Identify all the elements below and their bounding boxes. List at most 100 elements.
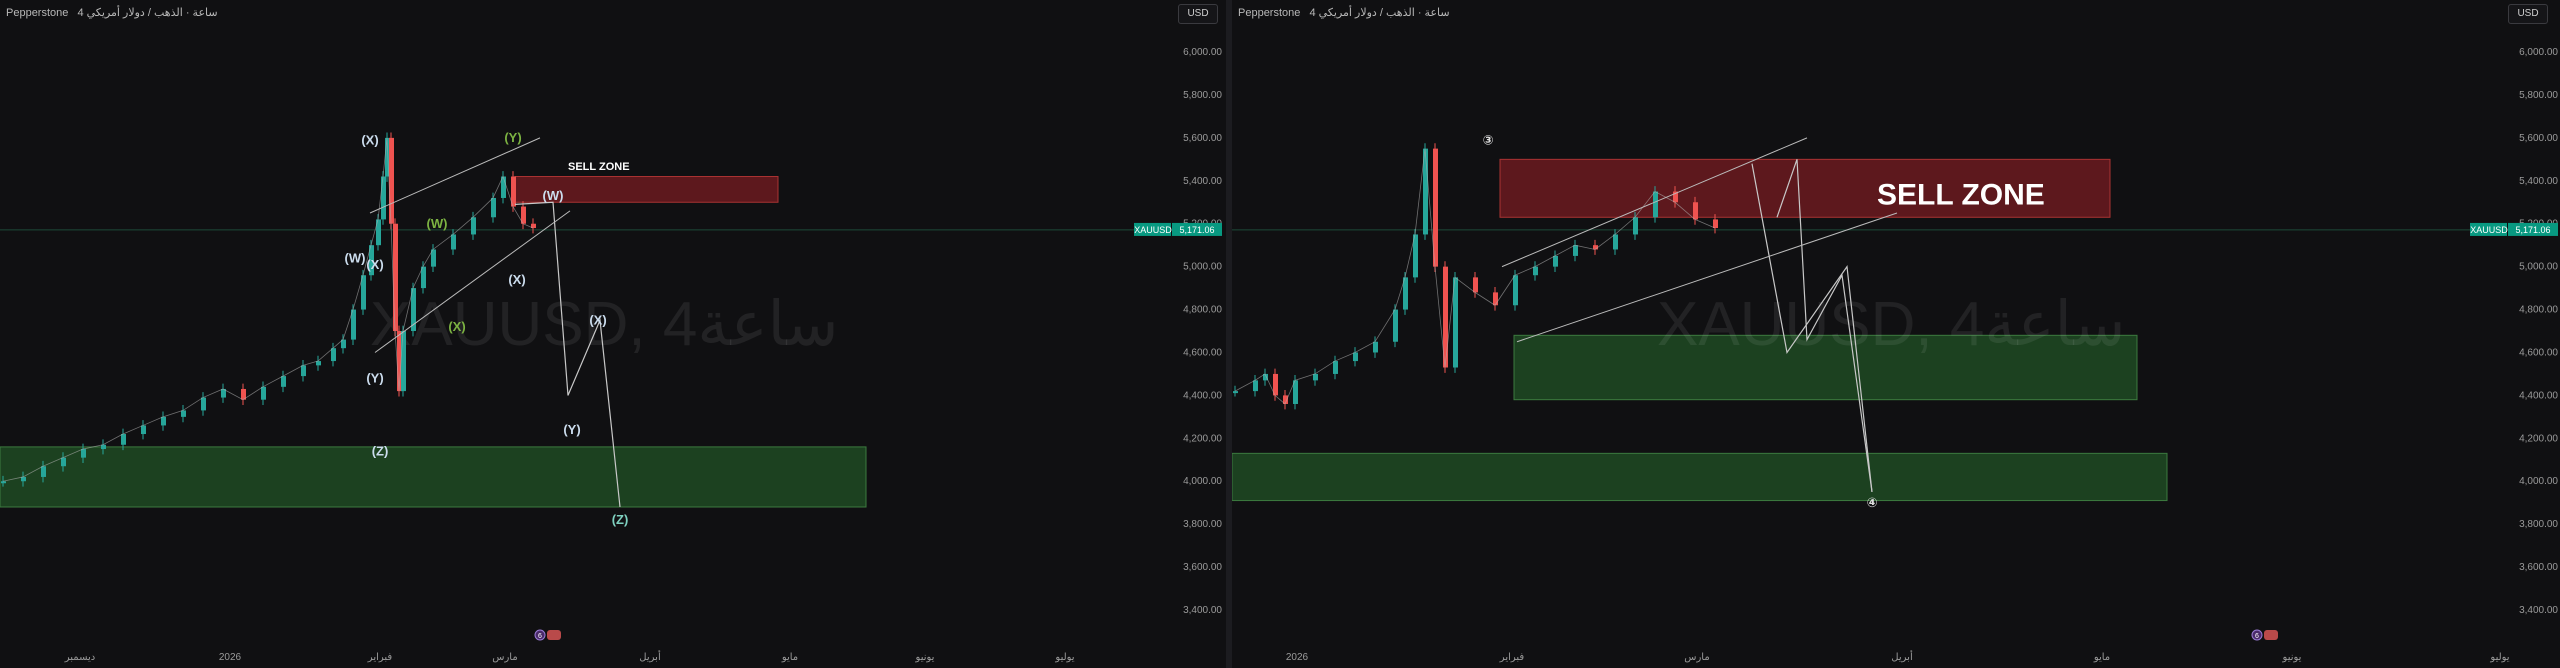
- wave-label: (W): [543, 188, 564, 203]
- currency-button[interactable]: USD: [1178, 4, 1218, 24]
- x-tick-label: فبراير: [367, 652, 393, 663]
- event-icon: [2251, 629, 2263, 641]
- candle-body: [1693, 202, 1698, 220]
- wave-label: ④: [1866, 495, 1877, 510]
- projection-path: [1776, 159, 1873, 493]
- x-tick-label: مايو: [2093, 652, 2110, 663]
- candle-body: [241, 388, 246, 400]
- y-tick-label: 4,600.00: [2519, 347, 2558, 358]
- projection-path: [514, 201, 621, 508]
- channel-lower: [374, 210, 571, 353]
- wave-label: (Y): [366, 371, 383, 386]
- candle-body: [1513, 275, 1518, 306]
- event-icon-label: 6: [538, 633, 542, 640]
- symbol-watermark: XAUUSD, 4ساعة: [1657, 290, 2125, 359]
- y-tick-label: 5,600.00: [1183, 133, 1222, 144]
- price-badge-value: 5,171.06: [1179, 225, 1214, 235]
- candle-body: [491, 197, 496, 218]
- candle-body: [281, 376, 286, 387]
- candle-body: [341, 339, 346, 349]
- y-tick-label: 4,200.00: [2519, 433, 2558, 444]
- wave-label: (Z): [372, 443, 389, 458]
- x-tick-label: يوليو: [1054, 652, 1074, 663]
- y-tick-label: 5,400.00: [2519, 176, 2558, 187]
- sell-zone-label: SELL ZONE: [568, 161, 630, 173]
- symbol-watermark: XAUUSD, 4ساعة: [370, 290, 838, 359]
- candle-body: [1423, 148, 1428, 235]
- broker-name: Pepperstone: [1238, 7, 1301, 19]
- symbol-title: 4 ساعة · الذهب / دولار أمريكي: [77, 7, 218, 19]
- channel-lower: [1516, 212, 1898, 343]
- y-tick-label: 5,000.00: [2519, 262, 2558, 273]
- y-tick-label: 4,400.00: [1183, 390, 1222, 401]
- sell-zone-label: SELL ZONE: [1877, 178, 2045, 211]
- left-chart-pane[interactable]: XAUUSD, 4ساعة SELL ZONE (X) (W) (X) (Y) (Z) (W)…: [0, 0, 1226, 668]
- candle-body: [1263, 373, 1268, 381]
- wave-label: (X): [361, 132, 378, 147]
- y-tick-label: 3,600.00: [1183, 562, 1222, 573]
- currency-button[interactable]: USD: [2508, 4, 2548, 24]
- candle-body: [81, 449, 86, 458]
- wave-label: (X): [366, 257, 383, 272]
- candle-body: [1283, 395, 1288, 404]
- x-tick-label: أبريل: [1891, 650, 1913, 663]
- wave-label: (Z): [612, 512, 629, 527]
- candle-body: [511, 176, 516, 207]
- candle-body: [411, 288, 416, 332]
- candle-body: [1333, 361, 1338, 374]
- candle-body: [389, 137, 394, 224]
- candle-body: [397, 331, 402, 392]
- candle-body: [41, 466, 46, 477]
- wave-label: (Y): [504, 130, 521, 145]
- y-tick-label: 3,800.00: [2519, 519, 2558, 530]
- buy-zone: [0, 446, 867, 508]
- candle-body: [1433, 148, 1438, 267]
- candle-body: [1313, 373, 1318, 381]
- candle-body: [451, 234, 456, 250]
- candle-body: [1493, 292, 1498, 306]
- candle-body: [431, 249, 436, 267]
- candle-body: [121, 434, 126, 445]
- wave-label: (W): [345, 250, 366, 265]
- candle-body: [1713, 219, 1718, 229]
- candle-body: [1553, 255, 1558, 267]
- x-tick-label: يونيو: [2282, 652, 2302, 663]
- event-icon: [534, 629, 546, 641]
- y-tick-label: 4,600.00: [1183, 347, 1222, 358]
- candle-body: [1233, 391, 1238, 394]
- y-tick-label: 4,800.00: [2519, 305, 2558, 316]
- upper-buy-zone: [1513, 334, 2138, 401]
- pane-divider[interactable]: [1226, 0, 1232, 668]
- price-badge-value-bg: [2508, 222, 2558, 236]
- y-tick-label: 4,000.00: [2519, 476, 2558, 487]
- left-pane-header: Pepperstone 4 ساعة · الذهب / دولار أمريك…: [6, 6, 224, 19]
- y-tick-label: 5,600.00: [2519, 133, 2558, 144]
- candle-body: [351, 309, 356, 340]
- y-tick-label: 5,000.00: [1183, 262, 1222, 273]
- candle-body: [361, 275, 366, 310]
- right-chart-canvas[interactable]: XAUUSD, 4ساعة SELL ZONE ③ ④ 6,000.00 5,800.00…: [1232, 0, 2560, 668]
- x-tick-label: مارس: [1684, 652, 1709, 663]
- candle-body: [316, 361, 321, 366]
- candle-body: [1653, 191, 1658, 218]
- y-tick-label: 4,800.00: [1183, 305, 1222, 316]
- candle-body: [401, 331, 406, 392]
- candle-body: [1633, 217, 1638, 235]
- right-pane-header: Pepperstone 4 ساعة · الذهب / دولار أمريك…: [1238, 6, 1456, 19]
- candle-body: [1453, 277, 1458, 368]
- y-tick-label: 3,600.00: [2519, 562, 2558, 573]
- right-chart-pane[interactable]: XAUUSD, 4ساعة SELL ZONE ③ ④ 6,000.00 5,800.00…: [1232, 0, 2560, 668]
- candle-body: [381, 176, 386, 220]
- candle-body: [101, 444, 106, 450]
- candle-body: [201, 397, 206, 411]
- candle-body: [261, 386, 266, 400]
- flag-icon: [2264, 630, 2278, 640]
- sell-zone: [514, 176, 779, 203]
- y-tick-label: 4,200.00: [1183, 433, 1222, 444]
- y-tick-label: 5,800.00: [1183, 90, 1222, 101]
- y-tick-label: 3,800.00: [1183, 519, 1222, 530]
- wave-label: (X): [589, 313, 606, 328]
- candle-body: [1393, 309, 1398, 342]
- y-tick-label: 3,400.00: [1183, 605, 1222, 616]
